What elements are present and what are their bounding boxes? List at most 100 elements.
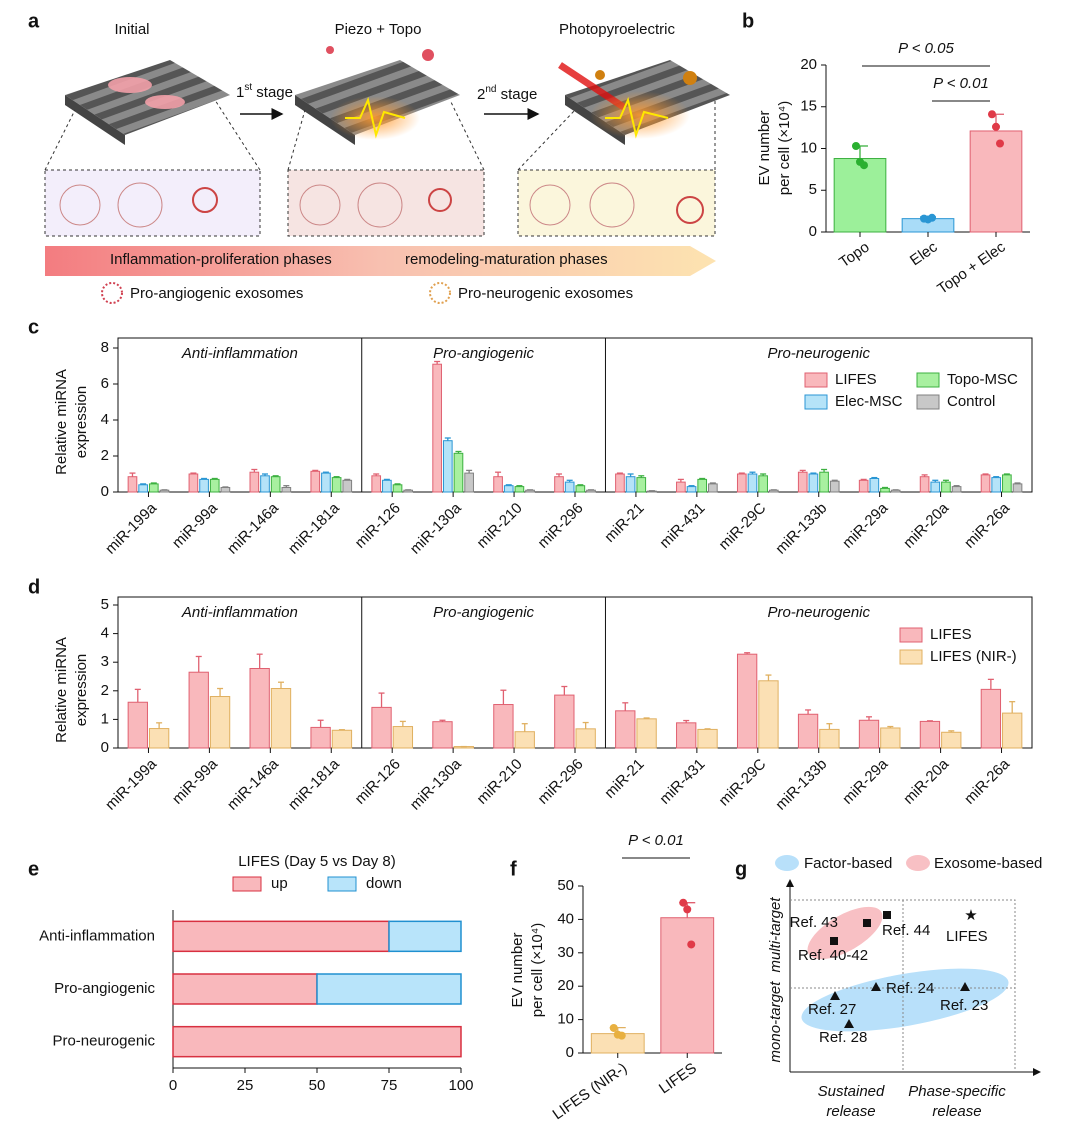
x-tick-label: 50 bbox=[309, 1077, 326, 1094]
bar bbox=[797, 713, 819, 749]
ref-label: Ref. 28 bbox=[819, 1029, 867, 1046]
bar bbox=[220, 487, 231, 493]
bar bbox=[432, 363, 442, 493]
x-tick-label: miR-199a bbox=[102, 755, 160, 813]
bar bbox=[148, 728, 170, 749]
legend-swatch bbox=[916, 394, 940, 410]
chart-title: LIFES (Day 5 vs Day 8) bbox=[238, 853, 396, 870]
bar bbox=[676, 481, 686, 493]
g-x-label: Sustained bbox=[818, 1083, 885, 1100]
bar bbox=[127, 476, 138, 493]
bar bbox=[1002, 474, 1012, 493]
data-point bbox=[683, 905, 692, 914]
bar bbox=[919, 476, 930, 493]
x-tick-label: miR-181a bbox=[285, 755, 343, 813]
y-axis-label: expression bbox=[73, 654, 90, 727]
bar bbox=[310, 726, 331, 749]
x-tick-label: miR-29C bbox=[716, 756, 770, 810]
legend-label: Elec-MSC bbox=[835, 393, 903, 410]
bar bbox=[833, 158, 887, 233]
bar bbox=[686, 486, 697, 493]
y-tick-label: 4 bbox=[101, 625, 109, 642]
inset-leader bbox=[44, 99, 716, 171]
significance-label: P < 0.01 bbox=[933, 75, 989, 92]
legend-label: Factor-based bbox=[804, 855, 892, 872]
y-tick-label: 0 bbox=[101, 739, 109, 756]
g-x-label: release bbox=[932, 1103, 981, 1120]
phase-label: remodeling-maturation phases bbox=[405, 251, 608, 268]
bar bbox=[342, 479, 353, 493]
significance-label: P < 0.01 bbox=[628, 832, 684, 849]
bar bbox=[615, 710, 636, 749]
inset bbox=[44, 169, 261, 237]
bar bbox=[188, 473, 199, 493]
data-point bbox=[860, 161, 868, 170]
illustration bbox=[44, 46, 730, 304]
g-y-label: multi-target bbox=[767, 897, 784, 973]
glow bbox=[590, 91, 690, 139]
bar bbox=[930, 481, 941, 493]
bar bbox=[880, 727, 901, 749]
legend-swatch bbox=[327, 876, 357, 892]
bar bbox=[199, 478, 209, 493]
transition-label: 1st stage bbox=[236, 82, 293, 101]
vesicle bbox=[683, 71, 697, 85]
bar bbox=[880, 487, 890, 493]
bar bbox=[941, 481, 951, 493]
ref-label: Ref. 44 bbox=[882, 922, 930, 939]
bar bbox=[747, 473, 758, 493]
section-label: Pro-angiogenic bbox=[433, 604, 534, 621]
x-tick-label: miR-20a bbox=[900, 499, 953, 552]
panel-label: e bbox=[28, 858, 39, 880]
bar bbox=[615, 473, 625, 493]
bar bbox=[493, 704, 514, 749]
g-guides bbox=[790, 899, 1016, 1072]
x-tick-label: miR-133b bbox=[772, 756, 830, 814]
bar bbox=[919, 720, 941, 749]
x-tick-label: miR-26a bbox=[961, 499, 1014, 552]
legend-label: Control bbox=[947, 393, 995, 410]
bar bbox=[514, 486, 525, 493]
x-tick-label: miR-126 bbox=[352, 756, 404, 808]
legend-swatch bbox=[899, 649, 923, 665]
bar bbox=[564, 481, 575, 493]
scaffold-side bbox=[65, 95, 125, 145]
legend-swatch bbox=[232, 876, 262, 892]
y-tick-label: 15 bbox=[800, 98, 817, 115]
data-point bbox=[996, 139, 1004, 148]
bar bbox=[148, 483, 159, 493]
exosome bbox=[676, 196, 704, 224]
x-tick-label: LIFES (NIR-) bbox=[550, 1060, 631, 1124]
marker bbox=[844, 1019, 854, 1028]
legend-label: Topo-MSC bbox=[947, 371, 1018, 388]
x-tick-label: miR-29a bbox=[839, 755, 892, 808]
panel-label: b bbox=[742, 10, 754, 32]
marker bbox=[830, 991, 840, 1000]
ref-label: Ref. 23 bbox=[940, 997, 988, 1014]
y-tick-label: 4 bbox=[101, 411, 109, 428]
bar bbox=[951, 486, 962, 493]
data-point bbox=[617, 1031, 626, 1040]
y-axis-label: EV number bbox=[756, 110, 773, 185]
marker bbox=[871, 982, 881, 991]
x-tick-label: miR-99a bbox=[169, 755, 222, 808]
bar bbox=[575, 728, 596, 749]
section-label: Pro-neurogenic bbox=[767, 345, 870, 362]
legend-swatch bbox=[804, 372, 828, 388]
exosome-icon bbox=[429, 282, 451, 304]
bar bbox=[736, 473, 747, 493]
scaffold-side bbox=[295, 95, 355, 145]
x-tick-label: miR-99a bbox=[169, 499, 222, 552]
bar bbox=[331, 477, 342, 493]
x-tick-label: miR-210 bbox=[474, 500, 526, 552]
x-tick-label: Topo + Elec bbox=[934, 238, 1009, 297]
stage-label: Photopyroelectric bbox=[559, 21, 675, 38]
exosome-icon bbox=[101, 282, 123, 304]
bar bbox=[980, 688, 1002, 749]
x-tick-label: miR-130a bbox=[407, 755, 465, 813]
bar bbox=[697, 728, 718, 749]
bar bbox=[819, 728, 840, 749]
panel-label: c bbox=[28, 316, 39, 338]
x-tick-label: miR-26a bbox=[961, 755, 1014, 808]
